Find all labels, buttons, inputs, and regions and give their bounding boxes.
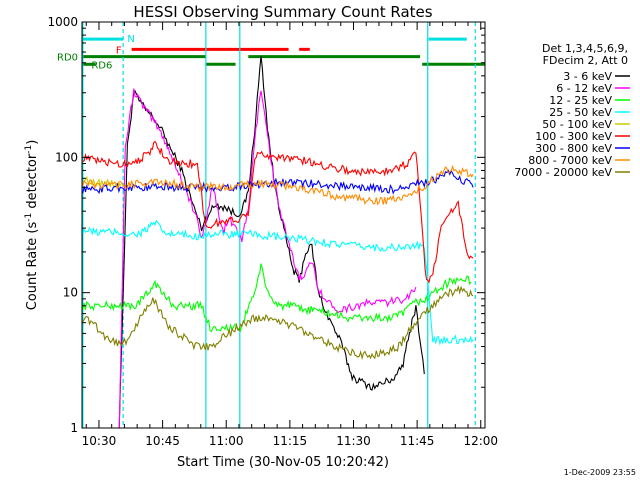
x-tick-label: 10:45 [145,434,180,448]
x-tick-label: 11:00 [209,434,244,448]
x-tick-label: 10:30 [82,434,117,448]
legend-label: 800 - 7000 keV [528,154,612,167]
flag-label: N [127,34,134,45]
legend-label: 50 - 100 keV [542,118,612,131]
legend-label: 25 - 50 keV [549,106,612,119]
y-tick-label: 1 [70,421,78,435]
flag-label: RD6 [91,60,112,71]
state-markers [82,22,476,428]
series-line [82,285,474,361]
series-lines [82,55,474,428]
series-line [82,263,472,333]
series-line [118,88,417,428]
x-tick-label: 12:00 [463,434,498,448]
legend-header: Det 1,3,4,5,6,9, [542,42,628,55]
legend-label: 3 - 6 keV [563,70,612,83]
flag-label: RD0 [57,53,78,64]
legend-label: 6 - 12 keV [556,82,612,95]
x-tick-label: 11:30 [336,434,371,448]
render-timestamp: 1-Dec-2009 23:55 [564,468,636,477]
series-line [82,140,474,284]
x-tick-label: 11:45 [400,434,435,448]
legend-label: 300 - 800 keV [535,142,612,155]
y-tick-label: 100 [55,150,78,164]
x-axis-label: Start Time (30-Nov-05 10:20:42) [177,455,389,470]
flag-label: F [116,45,122,56]
y-axis-label: Count Rate (s-1 detector-1) [24,140,40,311]
y-tick-label: 1000 [47,15,78,29]
series-line [82,219,474,346]
x-axis: 10:30 10:45 11:00 11:15 11:30 11:45 12:00 [82,22,498,448]
x-tick-label: 11:15 [273,434,308,448]
legend: Det 1,3,4,5,6,9,FDecim 2, Att 0 3 - 6 keV… [514,42,630,179]
legend-header: FDecim 2, Att 0 [543,54,628,67]
series-line [82,169,474,195]
legend-label: 100 - 300 keV [535,130,612,143]
series-line [118,55,425,428]
legend-label: 7000 - 20000 keV [514,166,612,179]
instrument-flags: NF RD0 RD6 [57,34,485,71]
y-axis: 1 10 100 1000 [47,15,485,435]
plot-frame [81,21,486,429]
y-tick-label: 10 [63,286,78,300]
chart-title: HESSI Observing Summary Count Rates [133,3,432,21]
legend-label: 12 - 25 keV [549,94,612,107]
series-line [82,164,474,206]
